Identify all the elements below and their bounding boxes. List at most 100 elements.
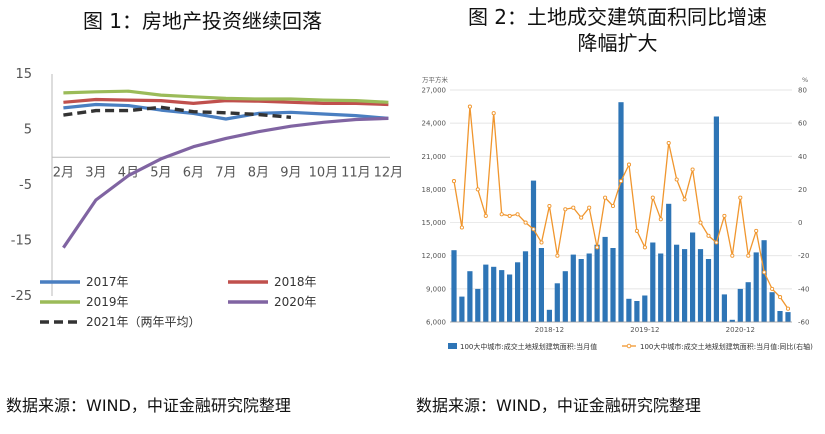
legend-label-line: 100大中城市:成交土地规划建筑面积:当月值:同比(右轴) [640,342,813,351]
series-line-3 [62,116,389,249]
bar-36 [737,288,743,322]
left-tick-label: 6,000 [426,319,446,327]
left-tick-label: 15,000 [422,219,447,227]
bar-1 [459,296,465,322]
yoy-point-31 [698,220,703,225]
bar-21 [618,102,624,322]
yoy-point-26 [658,217,663,222]
yoy-point-28 [674,177,679,182]
bar-35 [729,319,735,322]
yoy-point-9 [523,220,528,225]
right-tick-label: -60 [798,319,809,327]
yoy-point-37 [746,253,751,258]
x-tick-label: 8月 [248,165,269,180]
bar-4 [483,264,489,322]
yoy-point-18 [595,245,600,250]
bar-14 [562,271,568,322]
x-tick-label: 2019-12 [630,326,659,334]
bar-9 [522,251,529,322]
x-tick-label: 7月 [215,165,236,180]
bar-39 [761,240,767,322]
legend-label-bar: 100大中城市:成交土地规划建筑面积:当月值 [460,342,597,351]
legend-label-2: 2019年 [86,295,129,309]
yoy-point-40 [770,286,775,291]
figure-1-panel: 图 1：房地产投资继续回落 15 5 -5 -15 -25 2月 3月 4月 5月 6月 7月 8月 9… [0,0,405,434]
figure-2-title-line2: 降幅扩大 [577,31,658,55]
yoy-point-39 [762,270,767,275]
bar-41 [777,311,783,322]
right-axis-unit: % [802,76,808,84]
x-tick-label: 2018-12 [535,326,564,334]
bar-30 [690,232,696,322]
yoy-point-34 [722,213,727,218]
y-tick-label: -15 [11,234,32,249]
legend-swatch-line-marker [626,343,632,349]
left-axis-unit: 万平方米 [422,75,449,84]
left-tick-label: 12,000 [422,252,447,260]
figure-1-chart: 15 5 -5 -15 -25 2月 3月 4月 5月 6月 7月 8月 9月 10月 11月 12月 2017… [11,67,403,329]
bar-42 [785,312,791,322]
series-line-4 [63,105,292,119]
x-tick-label: 10月 [309,165,339,180]
bar-25 [650,242,656,322]
figure-2-title-line1: 图 2：土地成交建筑面积同比增速 [467,5,768,29]
yoy-point-22 [626,162,632,167]
left-tick-label: 27,000 [422,87,447,95]
yoy-point-6 [499,212,504,217]
left-tick-label: 18,000 [422,186,447,194]
left-tick-label: 9,000 [426,285,446,293]
legend-label-0: 2017年 [86,275,129,289]
x-tick-label: 3月 [85,165,106,180]
y-tick-label: 15 [15,67,32,82]
bar-19 [602,236,608,322]
series-line-2 [63,89,389,104]
right-tick-label: 80 [798,87,807,95]
yoy-point-19 [603,195,608,200]
bar-11 [538,248,544,322]
yoy-point-2 [467,104,472,109]
bar-34 [721,294,727,322]
bar-20 [610,248,616,322]
x-tick-label: 4月 [118,165,139,180]
figure-2-panel: 图 2：土地成交建筑面积同比增速 降幅扩大 万平方米% 27,000 24,000 2… [410,0,825,434]
x-tick-label: 6月 [183,165,204,180]
yoy-point-12 [547,203,552,209]
bar-15 [570,254,576,322]
yoy-point-1 [459,225,464,230]
yoy-point-21 [618,179,624,184]
bar-23 [634,301,640,322]
bar-0 [451,250,457,322]
yoy-point-41 [778,295,783,300]
series-line-1 [63,97,389,107]
figure-2-chart: 万平方米 % 27,000 24,000 21,000 18,000 15,000 12,00… [422,75,814,351]
bar-8 [515,262,521,322]
bar-24 [642,295,648,322]
legend-label-4: 2021年（两年平均） [86,315,201,329]
right-tick-label: 60 [798,120,807,128]
yoy-point-32 [706,233,711,238]
yoy-point-14 [563,207,568,212]
yoy-point-8 [515,212,520,217]
bar-6 [499,270,505,322]
bar-18 [594,244,600,322]
bar-3 [475,288,481,322]
bar-5 [491,266,497,322]
bar-33 [713,116,719,322]
series-line-0 [63,102,389,121]
yoy-point-36 [738,195,743,200]
x-tick-label: 5月 [150,165,171,180]
bar-26 [658,253,664,322]
bar-7 [507,274,513,322]
yoy-point-42 [785,306,791,311]
yoy-point-16 [579,215,584,220]
yoy-point-0 [451,179,457,184]
yoy-point-11 [539,240,544,245]
right-tick-label: -20 [798,252,809,260]
yoy-point-33 [714,240,719,245]
x-tick-label: 2020-12 [726,326,755,334]
yoy-point-15 [571,205,576,210]
yoy-point-17 [587,205,592,210]
legend-swatch-bar [448,343,457,349]
bar-22 [626,298,632,322]
y-tick-label: 5 [24,123,32,138]
